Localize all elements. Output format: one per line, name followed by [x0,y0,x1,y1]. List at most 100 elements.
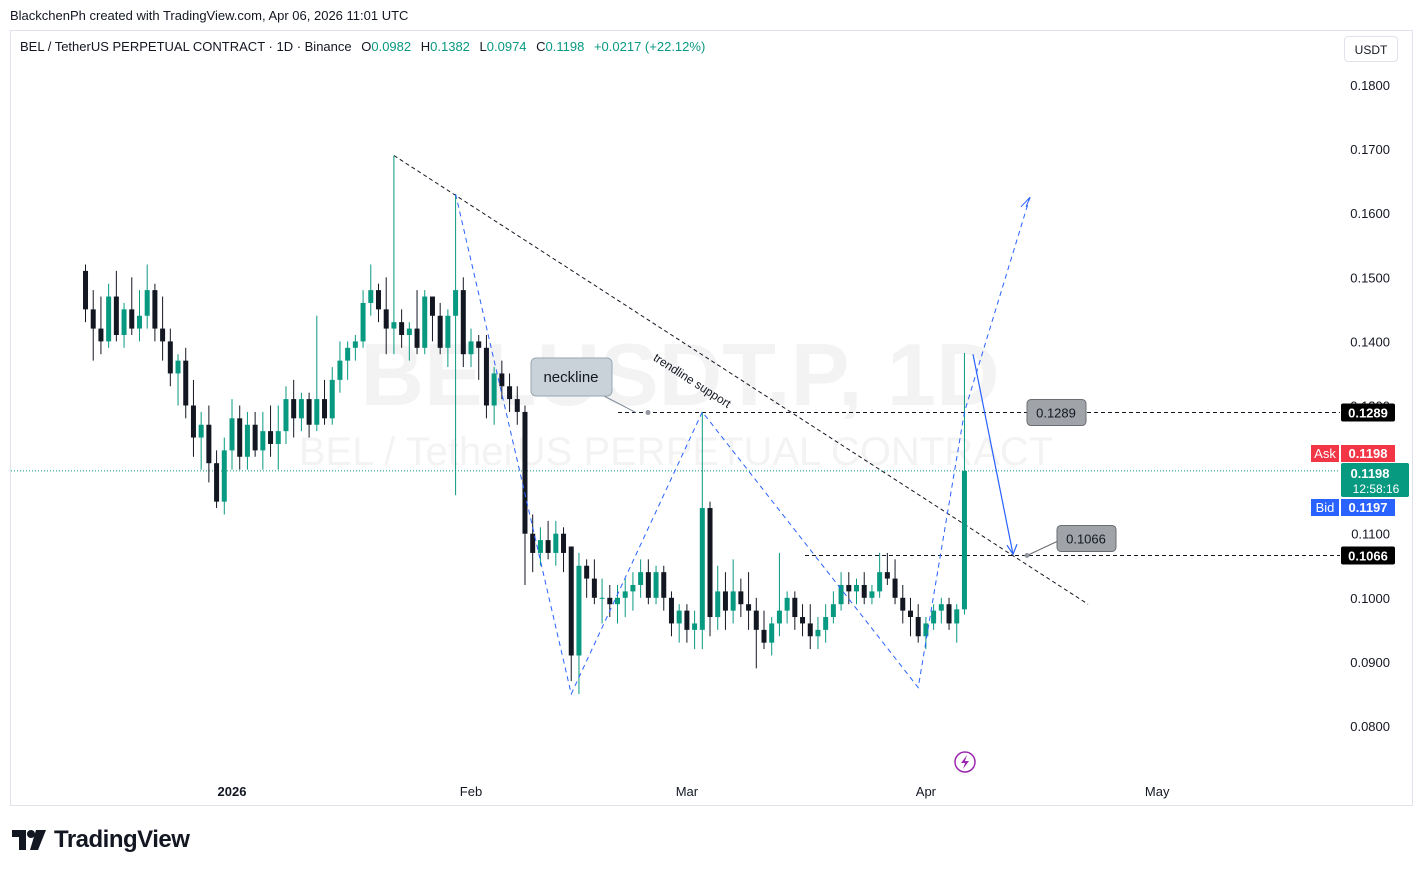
level-0-1066-anchor-dot [1024,552,1030,558]
candle-body [136,315,142,329]
lightning-bolt-icon [961,755,969,769]
candle-body [553,533,559,553]
candle-body [692,623,698,630]
candle-body [807,623,813,637]
candle-body [375,290,381,310]
candle-body [514,399,520,412]
candle-body [206,424,212,464]
candle-body [545,540,551,553]
x-tick-label: May [1145,784,1170,799]
open-label: O [361,39,372,54]
candle-body [746,604,752,611]
candle-body [784,597,790,611]
candle-body [499,373,505,387]
ask-tag-label: Ask [1314,446,1336,461]
tradingview-logo[interactable]: TradingView [12,826,190,854]
retest-arrow-head [1006,543,1018,556]
candle-body [800,617,806,624]
low-label: L [479,39,487,54]
candle-body [661,572,667,598]
symbol-legend: BEL / TetherUS PERPETUAL CONTRACT · 1D ·… [20,39,705,54]
bid-tag-label: Bid [1316,500,1335,515]
candle-body [622,591,628,598]
candle-body [160,328,166,342]
candle-body [113,296,119,335]
candle-body [460,290,466,355]
candle-body [630,584,636,592]
candle-body [476,341,482,348]
candle-body [615,597,620,605]
change-value: +0.0217 (+22.12%) [593,39,706,54]
candle-body [422,296,428,348]
x-tick-label: 2026 [218,784,247,799]
ask-tag-bg [1341,445,1395,462]
candle-body [491,373,497,406]
candle-body [823,617,829,630]
x-tick-label: Feb [460,784,482,799]
candle-body [684,610,690,630]
level-box-text-0-1066: 0.1066 [1066,531,1106,546]
candle-body [83,270,89,310]
candle-body [576,565,582,656]
neckline-pointer [601,394,637,413]
candle-body [730,591,736,611]
candle-body [946,604,952,624]
candle-body [522,411,528,534]
symbol-title[interactable]: BEL / TetherUS PERPETUAL CONTRACT · 1D ·… [20,39,352,54]
candle-body [244,424,250,457]
chart-credit: BlackchenPh created with TradingView.com… [10,8,409,23]
y-tick-label: 0.0900 [1350,655,1390,670]
currency-selector[interactable]: USDT [1344,36,1398,62]
level-box-text-0-1289: 0.1289 [1036,406,1076,421]
candle-body [283,399,289,432]
candle-body [854,584,860,592]
axis-level-tag-text: 0.1289 [1348,406,1388,421]
y-tick-label: 0.1400 [1350,334,1390,349]
axis-level-tag-text: 0.1066 [1348,548,1388,563]
low-value: 0.0974 [486,39,527,54]
candle-body [445,315,451,348]
neckline-anchor-dot [645,410,651,416]
candle-body [668,597,674,624]
candle-body [237,418,243,457]
candle-body [884,572,890,579]
candle-body [923,623,929,637]
y-tick-label: 0.1000 [1350,591,1390,606]
x-tick-label: Mar [676,784,699,799]
candle-body [468,341,474,355]
candle-body [846,584,852,592]
candle-body [769,623,775,643]
candle-body [892,578,898,598]
trendline-support [393,155,1089,605]
neckline-callout-text: neckline [543,369,598,386]
candle-body [291,399,297,419]
bar-countdown: 12:58:16 [1353,482,1400,496]
bid-tag-bg [1341,499,1395,516]
candle-body [699,508,705,630]
axis-level-tag [1341,403,1395,422]
candle-body [106,296,112,342]
candle-body [638,572,644,585]
candle-body [584,565,590,579]
candle-body [931,610,937,624]
candle-body [322,399,328,419]
candle-body [337,360,343,380]
candle-body [961,470,967,610]
candle-body [399,322,405,335]
candle-body [599,597,605,599]
last-price-tag-bg [1341,463,1409,497]
axis-level-tag [1341,546,1395,565]
close-label: C [536,39,546,54]
projection-end-mark [1020,196,1031,208]
candle-body [722,591,728,611]
candle-body [676,610,682,624]
open-value: 0.0982 [371,39,412,54]
candle-body [453,290,459,316]
y-tick-label: 0.0800 [1350,719,1390,734]
bid-tag-label-bg [1311,499,1339,516]
candle-body [175,360,181,374]
candle-body [90,309,96,329]
candle-body [391,322,397,329]
level-box-0-1289 [1026,399,1087,427]
